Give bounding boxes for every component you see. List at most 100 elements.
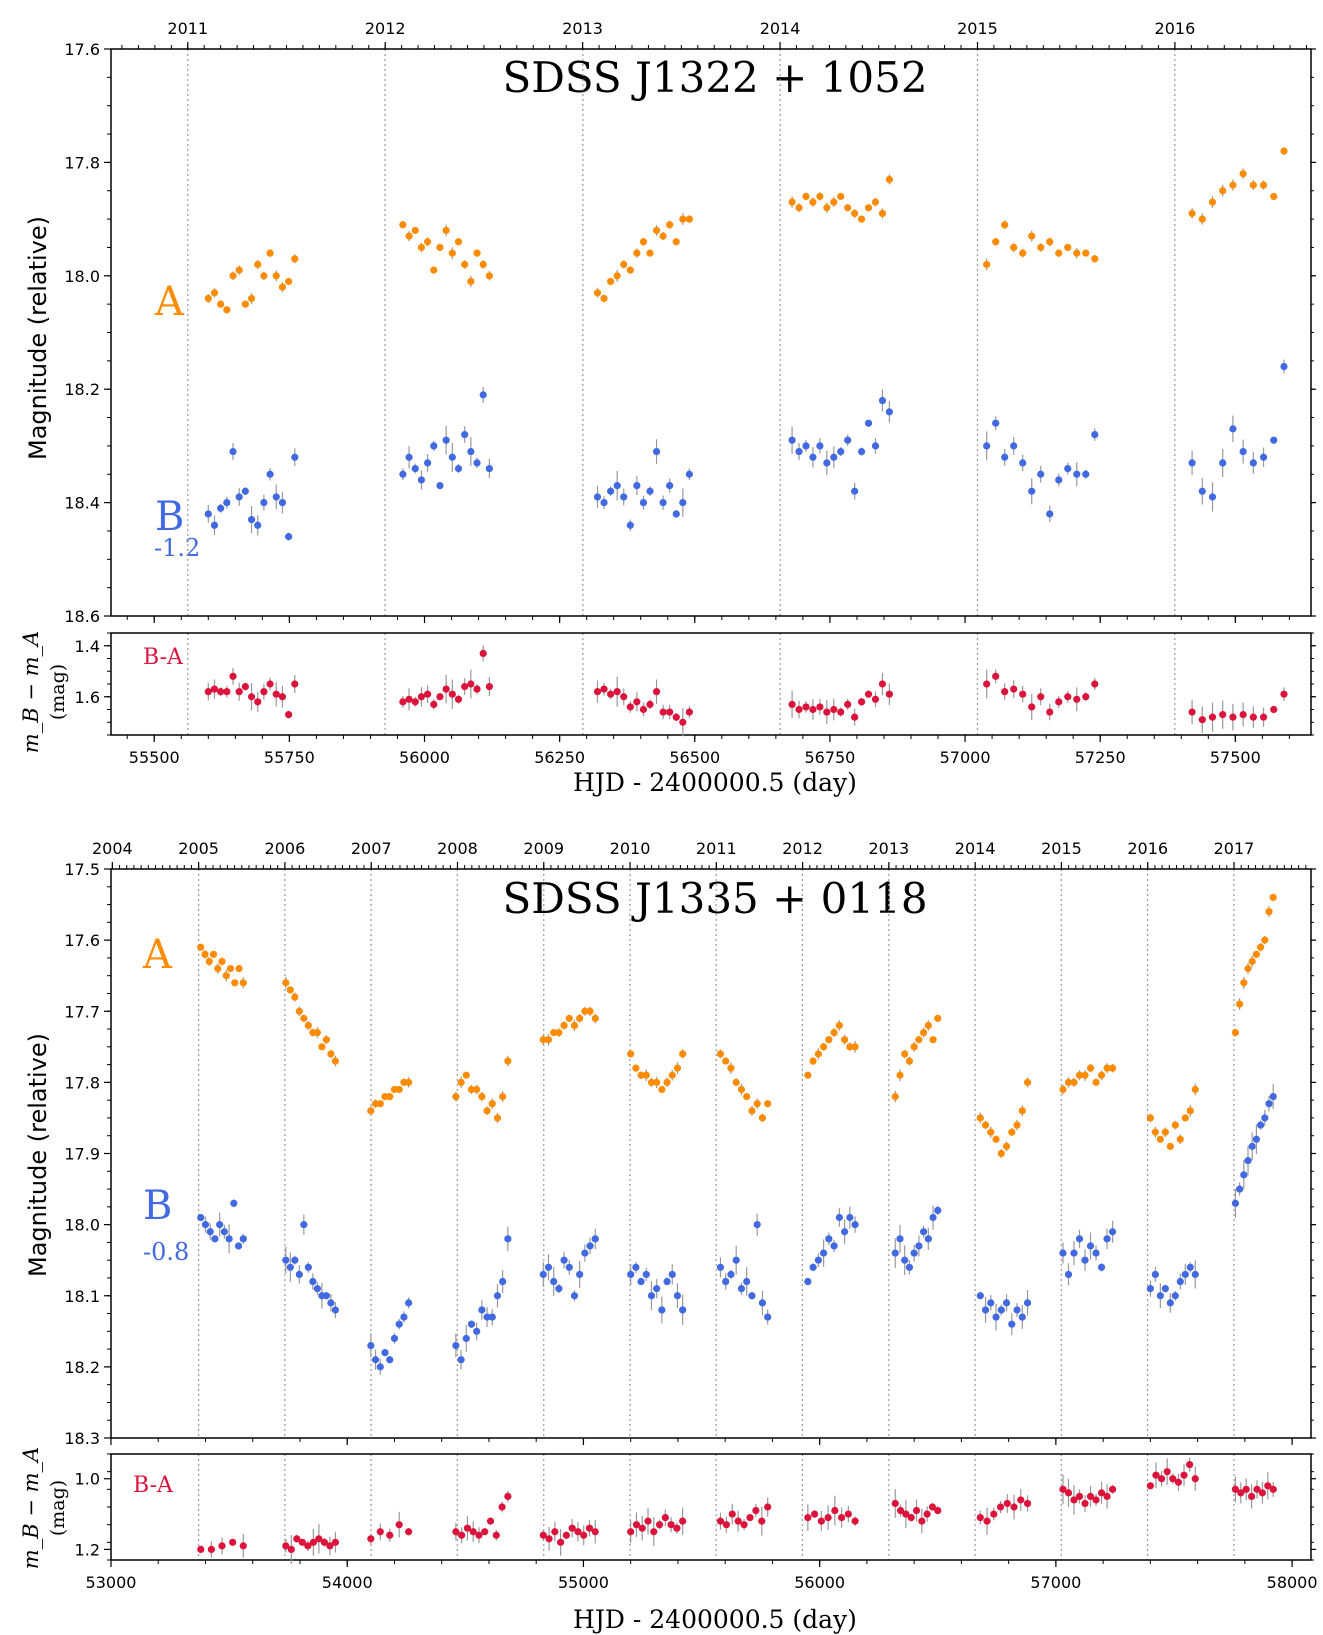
data-point-b-a <box>934 1506 942 1515</box>
x-tick-label: 56250 <box>534 748 585 767</box>
data-point-b <box>1064 1270 1073 1279</box>
data-point-b <box>802 442 810 450</box>
data-point-b <box>1046 510 1054 518</box>
data-point-b <box>987 1299 995 1307</box>
data-point-b <box>304 1263 312 1271</box>
data-point-b <box>1013 1306 1021 1314</box>
data-point-b <box>924 1235 932 1243</box>
data-point-a <box>467 1085 476 1094</box>
data-point-a <box>331 1057 340 1065</box>
year-tick-label: 2011 <box>167 19 208 38</box>
data-point-b <box>857 447 866 456</box>
data-point-b-a <box>626 703 634 711</box>
data-point-a <box>934 1014 942 1022</box>
data-point-b <box>1248 1142 1256 1150</box>
data-point-a <box>1166 1142 1174 1150</box>
data-point-b <box>819 1249 828 1257</box>
label-A: A <box>142 932 173 978</box>
data-point-a <box>565 1014 573 1022</box>
data-point-b-a <box>1082 693 1090 701</box>
data-point-b-a <box>734 1517 742 1525</box>
data-point-b <box>539 1270 547 1279</box>
year-tick-label: 2011 <box>696 839 737 858</box>
year-tick-label: 2014 <box>760 19 801 38</box>
data-point-b <box>600 499 608 507</box>
data-point-a <box>802 192 810 201</box>
data-point-b <box>1055 476 1063 484</box>
data-point-b <box>395 1320 403 1328</box>
data-point-a <box>981 1121 990 1129</box>
data-point-a <box>272 272 280 280</box>
data-point-b <box>647 1292 656 1300</box>
data-point-b-a <box>976 1514 984 1522</box>
data-point-b <box>550 1277 558 1286</box>
data-point-b-a <box>1191 1475 1199 1483</box>
data-point-b-a <box>1269 1485 1277 1493</box>
data-point-a <box>544 1036 553 1044</box>
data-point-a <box>304 1021 312 1030</box>
data-point-a <box>1188 209 1196 218</box>
data-point-b <box>483 1313 491 1321</box>
x-tick-label: 56500 <box>669 748 720 767</box>
data-point-a <box>758 1114 767 1122</box>
data-point-b-a <box>857 698 866 706</box>
data-point-b-a <box>633 698 641 706</box>
data-point-b-a <box>722 1521 730 1529</box>
data-point-a <box>448 249 456 257</box>
data-point-b <box>1064 464 1072 473</box>
data-point-b <box>1171 1292 1179 1300</box>
data-point-a <box>417 243 426 252</box>
data-point-b-a <box>405 1528 413 1536</box>
data-point-b-a <box>1157 1475 1166 1483</box>
data-point-b-a <box>1064 1489 1073 1497</box>
data-point-b-a <box>851 713 859 721</box>
data-point-b <box>1186 1263 1194 1271</box>
data-point-a <box>285 277 293 286</box>
y-tick-label: 17.8 <box>64 153 100 172</box>
data-point-a <box>235 964 243 973</box>
x-tick-label: 56000 <box>399 748 450 767</box>
xlabel: HJD - 2400000.5 (day) <box>573 768 857 797</box>
data-point-a <box>795 204 803 212</box>
data-point-a <box>217 300 225 308</box>
data-point-b-a <box>652 688 661 696</box>
data-point-a <box>1013 1121 1021 1129</box>
data-point-a <box>282 979 290 987</box>
data-point-b <box>809 1263 817 1271</box>
year-tick-label: 2014 <box>955 839 996 858</box>
data-point-b-a <box>837 708 845 716</box>
data-point-b <box>313 1285 321 1293</box>
data-point-b <box>216 1221 224 1229</box>
data-point-b <box>1086 1242 1095 1250</box>
data-point-b <box>652 447 661 456</box>
data-point-a <box>1156 1135 1164 1143</box>
data-point-a <box>658 1085 666 1094</box>
data-point-a <box>223 306 231 314</box>
data-point-b <box>417 476 426 484</box>
ylabel-main: Magnitude (relative) <box>24 216 52 460</box>
data-point-b-a <box>844 700 852 709</box>
data-point-b-a <box>574 1528 582 1536</box>
data-point-b <box>390 1334 399 1343</box>
data-point-a <box>462 1071 470 1079</box>
data-point-b-a <box>992 672 1000 680</box>
year-tick-label: 2015 <box>1041 839 1082 858</box>
data-point-b <box>1265 1100 1273 1108</box>
data-point-b-a <box>405 695 413 703</box>
data-point-b <box>504 1235 512 1243</box>
data-point-b <box>478 1306 486 1314</box>
y-tick-label: 17.6 <box>64 931 100 950</box>
data-point-a <box>737 1085 746 1094</box>
data-point-b-a <box>1070 1496 1078 1504</box>
data-point-a <box>668 1071 676 1079</box>
data-point-b-a <box>210 685 219 693</box>
data-point-a <box>411 226 419 235</box>
year-tick-label: 2006 <box>265 839 306 858</box>
data-point-b-a <box>851 1517 859 1525</box>
data-point-b <box>672 510 680 518</box>
data-point-a <box>570 1021 579 1030</box>
data-point-b <box>992 419 1000 427</box>
y-tick-label: 18.3 <box>64 1429 100 1448</box>
data-point-b-a <box>1081 1499 1089 1508</box>
data-point-a <box>1261 936 1269 944</box>
